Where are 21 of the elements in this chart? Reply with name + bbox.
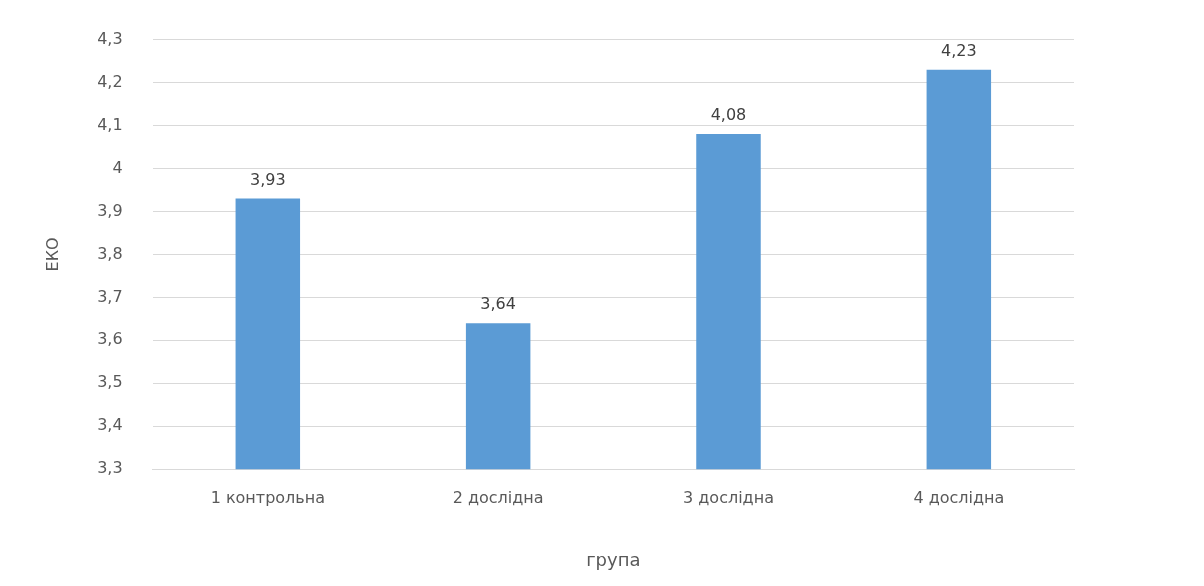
x-tick-label: 1 контрольна xyxy=(210,487,325,507)
y-tick-label: 3,9 xyxy=(97,200,123,220)
data-label: 4,23 xyxy=(941,40,977,60)
y-tick-label: 3,8 xyxy=(97,243,123,263)
data-label: 4,08 xyxy=(710,105,747,125)
y-tick-label: 4,1 xyxy=(97,114,123,134)
y-tick-label: 4,2 xyxy=(97,71,123,91)
data-label: 3,93 xyxy=(250,169,286,189)
y-axis-title: ЕКО xyxy=(42,237,62,272)
y-tick-label: 3,4 xyxy=(97,415,123,435)
x-tick-label: 2 дослідна xyxy=(452,487,544,507)
y-tick-label: 4 xyxy=(112,157,123,177)
data-label: 3,64 xyxy=(480,294,516,314)
x-tick-label: 3 дослідна xyxy=(683,487,774,507)
y-tick-label: 3,7 xyxy=(97,286,123,306)
y-tick-label: 3,6 xyxy=(97,329,123,349)
x-axis-title: група xyxy=(586,548,641,570)
x-tick-label: 4 дослідна xyxy=(913,487,1005,507)
y-tick-label: 3,5 xyxy=(97,372,123,392)
y-tick-label: 4,3 xyxy=(97,28,123,48)
y-tick-label: 3,3 xyxy=(97,458,123,478)
